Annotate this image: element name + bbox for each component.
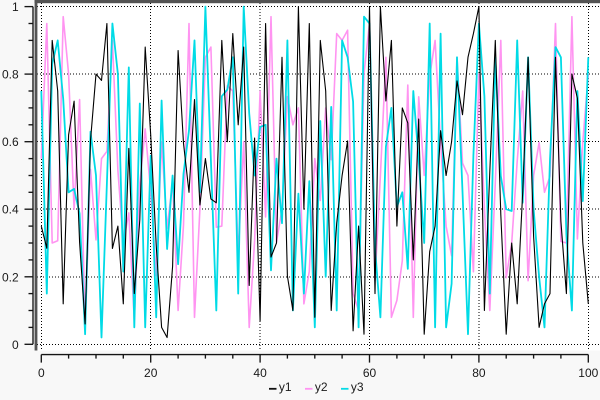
svg-text:40: 40 [253, 366, 267, 380]
svg-text:60: 60 [363, 366, 377, 380]
svg-text:0: 0 [38, 366, 45, 380]
svg-text:0.4: 0.4 [2, 203, 19, 217]
svg-text:20: 20 [144, 366, 158, 380]
svg-text:y2: y2 [315, 380, 328, 394]
svg-text:0: 0 [12, 338, 19, 352]
svg-text:0.6: 0.6 [2, 135, 19, 149]
svg-text:100: 100 [578, 366, 598, 380]
svg-text:0.8: 0.8 [2, 68, 19, 82]
svg-text:y1: y1 [279, 380, 292, 394]
svg-text:y3: y3 [351, 380, 364, 394]
svg-text:0.2: 0.2 [2, 270, 19, 284]
svg-text:1: 1 [12, 0, 19, 14]
svg-text:80: 80 [472, 366, 486, 380]
